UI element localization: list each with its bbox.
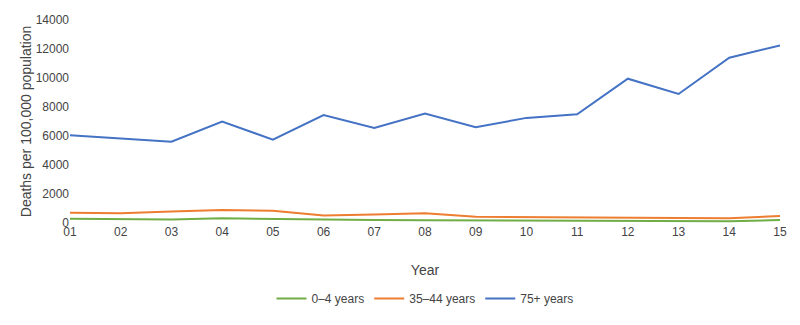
svg-text:04: 04 [215, 225, 229, 239]
svg-text:2000: 2000 [42, 187, 69, 201]
svg-text:02: 02 [114, 225, 128, 239]
svg-text:05: 05 [266, 225, 280, 239]
svg-text:03: 03 [165, 225, 179, 239]
svg-text:0: 0 [62, 216, 69, 230]
svg-text:09: 09 [469, 225, 483, 239]
svg-text:8000: 8000 [42, 100, 69, 114]
svg-text:07: 07 [368, 225, 382, 239]
svg-text:01: 01 [63, 225, 77, 239]
svg-text:Year: Year [411, 262, 440, 278]
svg-text:0–4 years: 0–4 years [312, 292, 365, 306]
svg-text:13: 13 [672, 225, 686, 239]
svg-text:75+ years: 75+ years [520, 292, 573, 306]
svg-text:14: 14 [723, 225, 737, 239]
svg-text:Deaths per 100,000 population: Deaths per 100,000 population [18, 26, 34, 217]
svg-text:35–44 years: 35–44 years [409, 292, 475, 306]
svg-text:08: 08 [418, 225, 432, 239]
svg-text:06: 06 [317, 225, 331, 239]
svg-text:15: 15 [773, 225, 787, 239]
svg-text:12000: 12000 [36, 42, 70, 56]
svg-text:11: 11 [571, 225, 584, 239]
svg-text:10: 10 [520, 225, 534, 239]
svg-text:6000: 6000 [42, 129, 69, 143]
svg-text:12: 12 [621, 225, 635, 239]
svg-text:14000: 14000 [36, 13, 70, 27]
svg-text:10000: 10000 [36, 71, 70, 85]
svg-text:4000: 4000 [42, 158, 69, 172]
